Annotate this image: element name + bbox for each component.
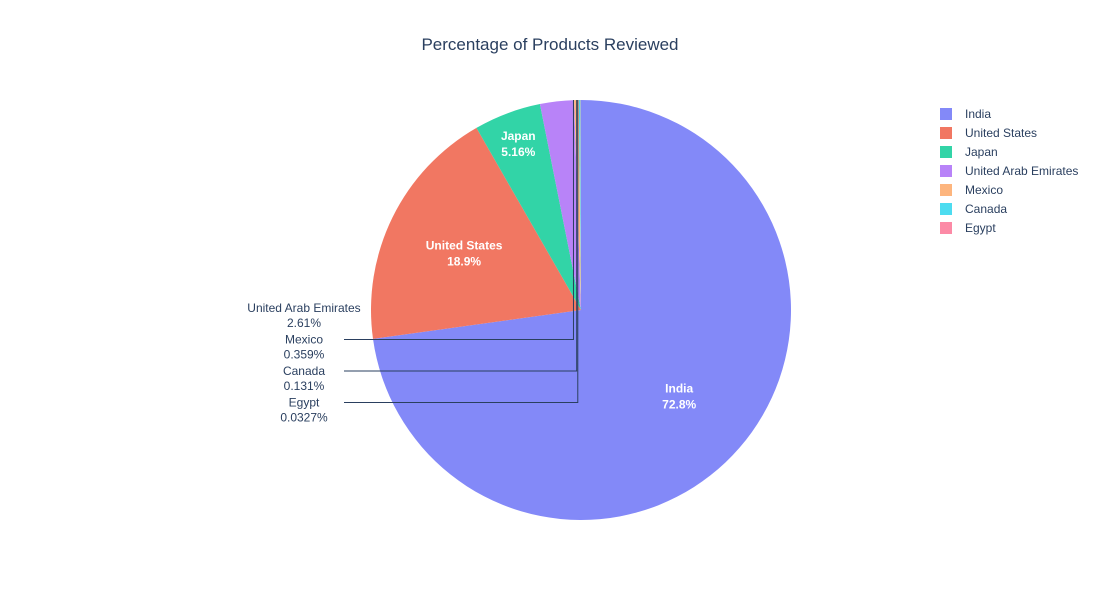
slice-value-japan: 5.16% bbox=[501, 145, 535, 159]
pie-slice-japan[interactable] bbox=[476, 104, 581, 310]
slice-value-united-arab-emirates: 2.61% bbox=[287, 316, 321, 330]
legend-swatch-mexico bbox=[940, 184, 952, 196]
slice-value-india: 72.8% bbox=[662, 398, 696, 412]
pie-slice-canada[interactable] bbox=[578, 100, 581, 310]
slice-value-canada: 0.131% bbox=[284, 379, 325, 393]
pie-slice-india[interactable] bbox=[372, 100, 791, 521]
slice-label-egypt: Egypt bbox=[289, 396, 320, 410]
pie-slice-united-states[interactable] bbox=[371, 127, 581, 339]
slice-label-united-arab-emirates: United Arab Emirates bbox=[247, 301, 360, 315]
pie-slice-united-arab-emirates[interactable] bbox=[539, 100, 581, 311]
legend-label-mexico: Mexico bbox=[965, 183, 1003, 197]
legend-label-egypt: Egypt bbox=[965, 221, 996, 235]
legend-swatch-united-arab-emirates bbox=[940, 165, 952, 177]
legend-label-canada: Canada bbox=[965, 202, 1007, 216]
legend-item-india[interactable]: India bbox=[940, 107, 991, 121]
slice-value-mexico: 0.359% bbox=[284, 348, 325, 362]
slice-value-united-states: 18.9% bbox=[447, 255, 481, 269]
slice-label-mexico: Mexico bbox=[285, 333, 323, 347]
legend-label-united-states: United States bbox=[965, 126, 1037, 140]
leader-line-canada bbox=[344, 100, 578, 372]
leader-line-mexico bbox=[344, 100, 574, 340]
legend-item-japan[interactable]: Japan bbox=[940, 145, 998, 159]
slice-label-japan: Japan bbox=[501, 129, 536, 143]
legend-item-united-arab-emirates[interactable]: United Arab Emirates bbox=[940, 164, 1078, 178]
legend-swatch-egypt bbox=[940, 222, 952, 234]
legend-swatch-india bbox=[940, 108, 952, 120]
legend-label-united-arab-emirates: United Arab Emirates bbox=[965, 164, 1078, 178]
pie-slices bbox=[371, 100, 791, 521]
slice-label-united-states: United States bbox=[426, 239, 503, 253]
legend-label-india: India bbox=[965, 107, 991, 121]
legend-swatch-canada bbox=[940, 203, 952, 215]
slice-label-india: India bbox=[665, 382, 693, 396]
pie-labels: India 72.8% United States 18.9% Japan 5.16% Un… bbox=[247, 100, 697, 425]
leader-line-egypt bbox=[344, 100, 579, 403]
legend-item-canada[interactable]: Canada bbox=[940, 202, 1007, 216]
slice-label-canada: Canada bbox=[283, 364, 325, 378]
legend-label-japan: Japan bbox=[965, 145, 998, 159]
legend-swatch-united-states bbox=[940, 127, 952, 139]
legend-swatch-japan bbox=[940, 146, 952, 158]
legend: India United States Japan United Arab Emira… bbox=[940, 107, 1078, 235]
slice-value-egypt: 0.0327% bbox=[280, 411, 328, 425]
legend-item-united-states[interactable]: United States bbox=[940, 126, 1037, 140]
chart-title: Percentage of Products Reviewed bbox=[421, 35, 678, 54]
legend-item-egypt[interactable]: Egypt bbox=[940, 221, 996, 235]
legend-item-mexico[interactable]: Mexico bbox=[940, 183, 1003, 197]
